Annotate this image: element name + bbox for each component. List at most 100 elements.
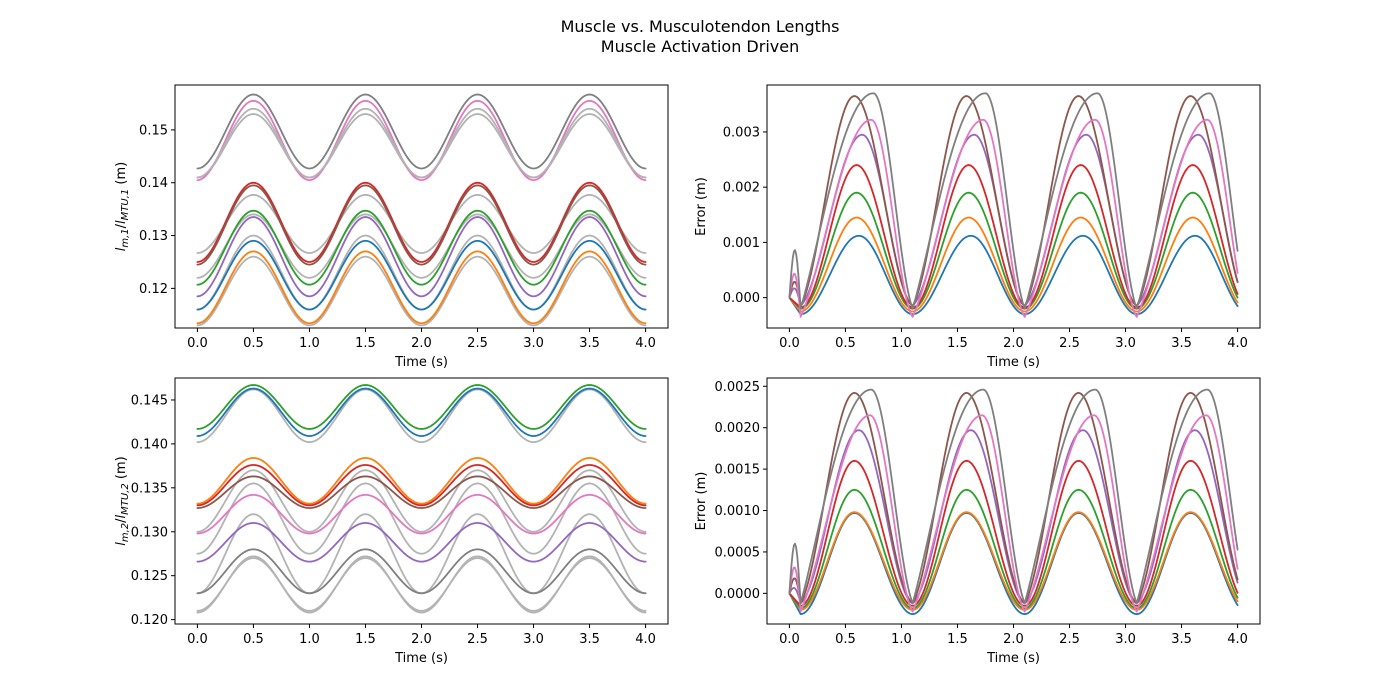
x-tick-label: 2.0 [1003,336,1024,351]
y-axis-label: lm,1/lMTU,1 (m) [114,162,131,252]
x-tick-label: 3.0 [1115,632,1136,647]
series-line-5 [788,95,1239,307]
y-tick-label: 0.0005 [715,545,761,560]
series-line-13 [196,250,647,325]
panels: 0.0 0.5 1.0 1.5 2.0 2.5 3.0 3.5 4.00.120.130.140… [114,84,1261,666]
x-tick-label: 0.5 [243,632,264,647]
y-axis-label-part: l [114,220,129,224]
x-tick-label: 3.0 [1115,336,1136,351]
y-tick-label: 0.125 [131,569,168,584]
series-line-3 [196,107,647,179]
x-tick-label: 1.5 [947,632,968,647]
series-line-2 [196,384,647,430]
x-tick-label: 2.0 [1003,632,1024,647]
x-tick-label: 2.5 [467,336,488,351]
y-tick-label: 0.130 [131,525,168,540]
x-tick-label: 4.0 [1227,336,1248,351]
series-line-6 [196,475,647,509]
series-line-3 [788,459,1239,607]
y-tick-label: 0.0000 [715,587,761,602]
series-line-2 [788,191,1239,310]
y-axis-label: Error (m) [694,177,709,236]
y-tick-label: 0.15 [139,123,168,138]
series-group [196,384,647,614]
x-tick-label: 1.0 [299,336,320,351]
x-tick-label: 0.5 [835,336,856,351]
x-tick-label: 3.5 [1171,632,1192,647]
x-tick-label: 2.0 [411,632,432,647]
y-axis-label-part: MTU,2 [120,483,131,515]
x-tick-label: 2.5 [467,632,488,647]
x-tick-label: 3.0 [523,336,544,351]
x-tick-label: 3.0 [523,632,544,647]
y-axis-label-part: l [114,542,129,546]
series-group [788,388,1239,615]
series-line-8 [196,209,647,286]
series-line-13 [196,555,647,614]
x-tick-label: 4.0 [635,336,656,351]
series-line-10 [196,522,647,563]
y-tick-label: 0.0020 [715,421,761,436]
x-tick-label: 1.0 [891,336,912,351]
x-tick-label: 2.5 [1059,632,1080,647]
axes-frame [174,377,669,625]
x-axis-label: Time (s) [394,355,448,370]
y-axis-label-part: / [114,518,129,523]
series-line-12 [196,548,647,595]
series-line-6 [196,184,647,266]
x-tick-label: 0.0 [779,632,800,647]
y-tick-label: 0.0025 [715,380,761,395]
x-tick-label: 0.0 [187,632,208,647]
x-axis-label: Time (s) [394,651,448,666]
x-tick-label: 0.0 [187,336,208,351]
x-tick-label: 1.0 [891,632,912,647]
figure-title-line2: Muscle Activation Driven [601,37,799,56]
y-axis-label-part: (m) [114,162,129,189]
x-axis-label: Time (s) [986,651,1040,666]
x-tick-label: 1.0 [299,632,320,647]
x-tick-label: 2.0 [411,336,432,351]
series-line-7 [196,482,647,555]
y-tick-label: 0.135 [131,481,168,496]
series-line-5 [196,464,647,507]
y-tick-label: 0.0015 [715,463,761,478]
panel-bottom-left: 0.0 0.5 1.0 1.5 2.0 2.5 3.0 3.5 4.0 0.120 0.125 0.1… [114,377,669,666]
series-line-2 [196,93,647,170]
x-tick-label: 0.0 [779,336,800,351]
panel-bottom-right: 0.0 0.5 1.0 1.5 2.0 2.5 3.0 3.5 4.0 0.0000 0.0005 0… [694,377,1261,666]
axes-frame [174,84,669,329]
panel-top-right: 0.0 0.5 1.0 1.5 2.0 2.5 3.0 3.5 4.0 0.000 0.001 0.0… [694,84,1261,370]
y-axis-label-part: m,1 [120,228,131,247]
y-tick-label: 0.002 [723,181,760,196]
x-tick-label: 4.0 [635,632,656,647]
x-tick-label: 3.5 [579,632,600,647]
y-tick-label: 0.145 [131,393,168,408]
y-tick-label: 0.140 [131,437,168,452]
series-line-9 [196,216,647,298]
x-tick-label: 3.5 [1171,336,1192,351]
y-tick-label: 0.120 [131,613,168,628]
series-line-12 [196,255,647,327]
x-tick-label: 1.5 [355,336,376,351]
y-tick-label: 0.001 [723,236,760,251]
series-line-3 [788,164,1239,309]
x-tick-label: 0.5 [835,632,856,647]
y-axis-label-part: m,2 [120,523,131,542]
x-tick-label: 1.5 [355,632,376,647]
y-axis-label-part: MTU,1 [120,189,131,221]
x-tick-label: 1.5 [947,336,968,351]
x-tick-label: 0.5 [243,336,264,351]
series-group [788,92,1239,318]
y-tick-label: 0.14 [139,176,168,191]
series-line-3 [196,469,647,533]
series-line-4 [196,457,647,505]
x-axis-label: Time (s) [986,355,1040,370]
series-line-2 [788,488,1239,610]
series-line-5 [196,181,647,263]
series-line-1 [788,216,1239,313]
series-line-7 [788,388,1239,605]
series-group [196,93,647,327]
panel-top-left: 0.0 0.5 1.0 1.5 2.0 2.5 3.0 3.5 4.0 0.12 0.13 0.14 0… [114,84,669,370]
